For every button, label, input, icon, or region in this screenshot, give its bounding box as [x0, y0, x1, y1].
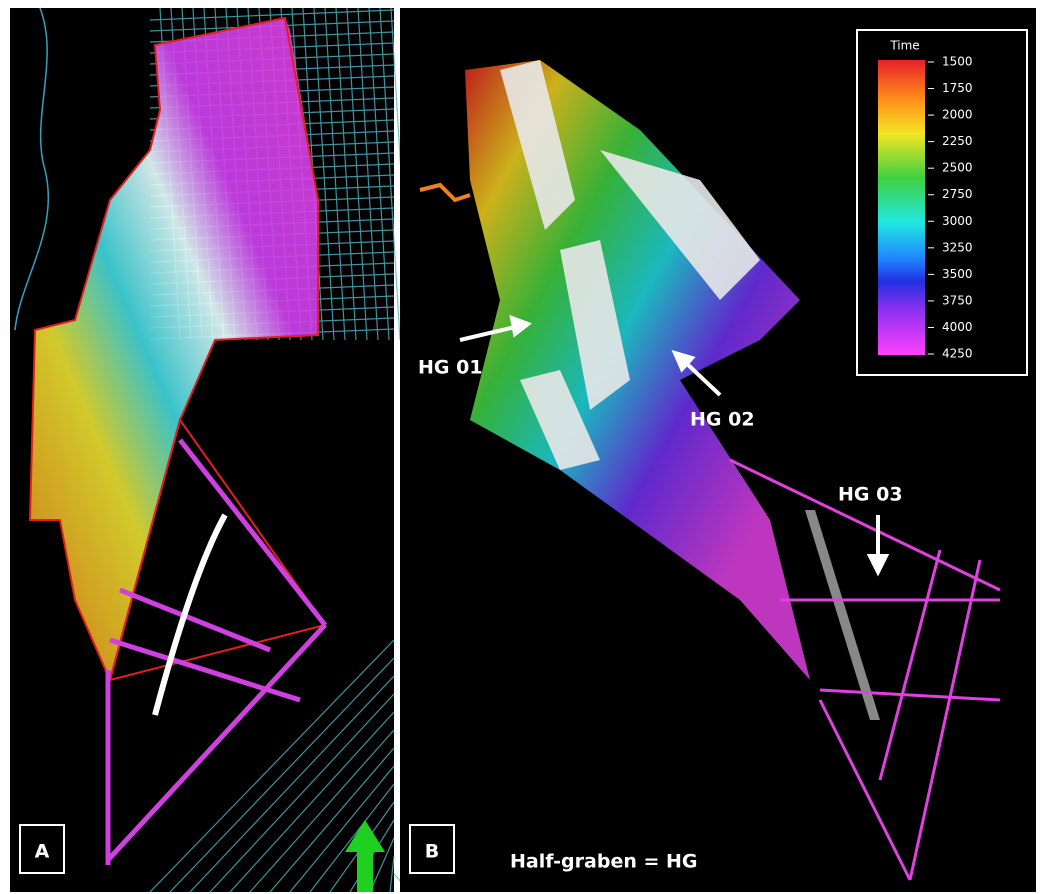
- horizon-map: [30, 18, 318, 680]
- color-bar: [878, 60, 925, 355]
- 2d-lines: [105, 438, 327, 865]
- grid-line: [379, 7, 401, 341]
- grid-line: [289, 765, 395, 893]
- tick-label: 2000: [942, 108, 973, 122]
- annotation-arrows: [459, 314, 890, 577]
- grid-line: [269, 747, 395, 893]
- fault-plane: [805, 510, 880, 720]
- grid-line: [324, 7, 346, 341]
- tick-label: 1500: [942, 55, 973, 69]
- tick-label: 4000: [942, 320, 973, 334]
- grid-line: [357, 7, 379, 341]
- tick-label: 3750: [942, 293, 973, 307]
- grid-line: [335, 7, 357, 341]
- tick-label: 1750: [942, 81, 973, 95]
- grid-line: [149, 9, 395, 21]
- north-arrow: [345, 820, 385, 892]
- grid-line: [249, 729, 395, 893]
- tick-label: 2750: [942, 187, 973, 201]
- line-segment: [419, 182, 471, 203]
- grid-line: [209, 693, 395, 893]
- tick-label: 4250: [942, 347, 973, 361]
- legend: Time 1500 1750 2000 2250 2500 2750 3000 3250 350…: [856, 29, 1028, 376]
- coastline: [14, 7, 50, 331]
- grid-line: [309, 783, 395, 893]
- grid-line: [346, 7, 368, 341]
- fault-planes: [500, 60, 760, 470]
- caption: Half-graben = HG: [510, 851, 698, 873]
- tick-label: 2500: [942, 161, 973, 175]
- tick-label: 3500: [942, 267, 973, 281]
- grid-line: [229, 711, 395, 893]
- grid-line: [189, 675, 395, 893]
- grid-line: [389, 855, 395, 893]
- panel-label: A: [35, 841, 50, 863]
- grid-line: [368, 7, 390, 341]
- annotation: HG 02: [690, 409, 755, 431]
- grid-line: [169, 657, 395, 893]
- panel-label-box: [19, 824, 65, 874]
- panel-label-box: [409, 824, 455, 874]
- annotation: HG 03: [838, 484, 903, 506]
- tick-label: 2250: [942, 134, 973, 148]
- 2d-lines: [729, 458, 1001, 881]
- tick-label: 3250: [942, 240, 973, 254]
- legend-title: Time: [889, 39, 919, 53]
- survey-outline: [108, 417, 327, 682]
- grid-line: [313, 7, 335, 341]
- fault: [152, 513, 228, 716]
- panel-label: B: [425, 841, 439, 863]
- grid-line: [149, 639, 395, 893]
- tick-label: 3000: [942, 214, 973, 228]
- annotation: HG 01: [418, 357, 483, 379]
- survey-outline: [28, 16, 319, 684]
- grid-line: [369, 837, 395, 893]
